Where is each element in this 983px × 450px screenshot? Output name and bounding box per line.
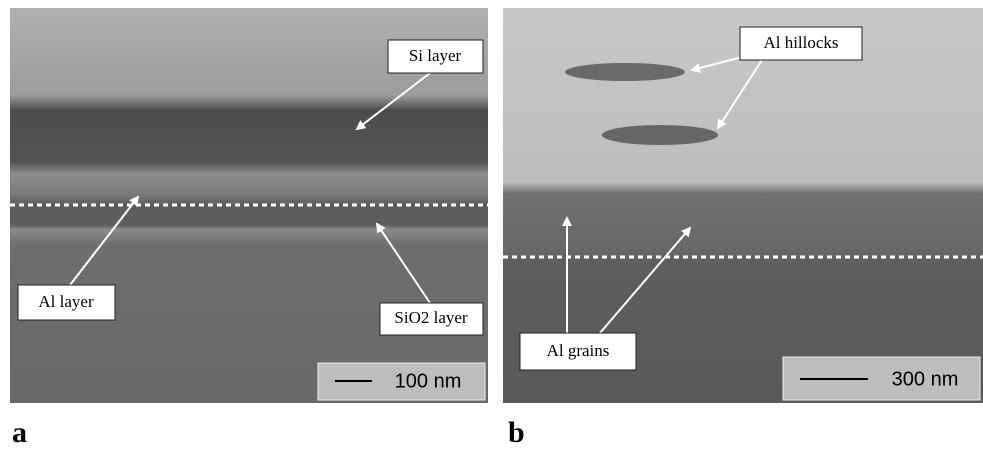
arrow <box>355 72 431 131</box>
panel-a: Si layer Al layer SiO2 layer 100 nm a <box>10 8 488 449</box>
label-box <box>17 284 116 321</box>
arrow <box>716 59 763 130</box>
arrow <box>69 195 140 286</box>
arrow <box>599 226 692 334</box>
label-box <box>379 302 484 336</box>
label-box <box>387 39 484 74</box>
panel-b: Al hillocks Al grains 300 nm b <box>503 8 983 449</box>
annotation: Al grains <box>547 341 610 360</box>
annotation: Si layer <box>409 46 462 65</box>
panel-label: a <box>12 416 27 449</box>
hillock <box>602 125 718 145</box>
label-box <box>739 26 863 61</box>
panel-label: b <box>508 416 525 449</box>
scale-label: 300 nm <box>892 368 959 390</box>
arrow <box>375 222 431 304</box>
annotation: Al hillocks <box>763 33 838 52</box>
label-box <box>519 332 637 371</box>
scale-label: 100 nm <box>395 370 462 392</box>
annotation: SiO2 layer <box>394 308 468 327</box>
hillock <box>565 63 685 81</box>
scale-box <box>782 356 981 401</box>
annotation: Al layer <box>38 292 94 311</box>
